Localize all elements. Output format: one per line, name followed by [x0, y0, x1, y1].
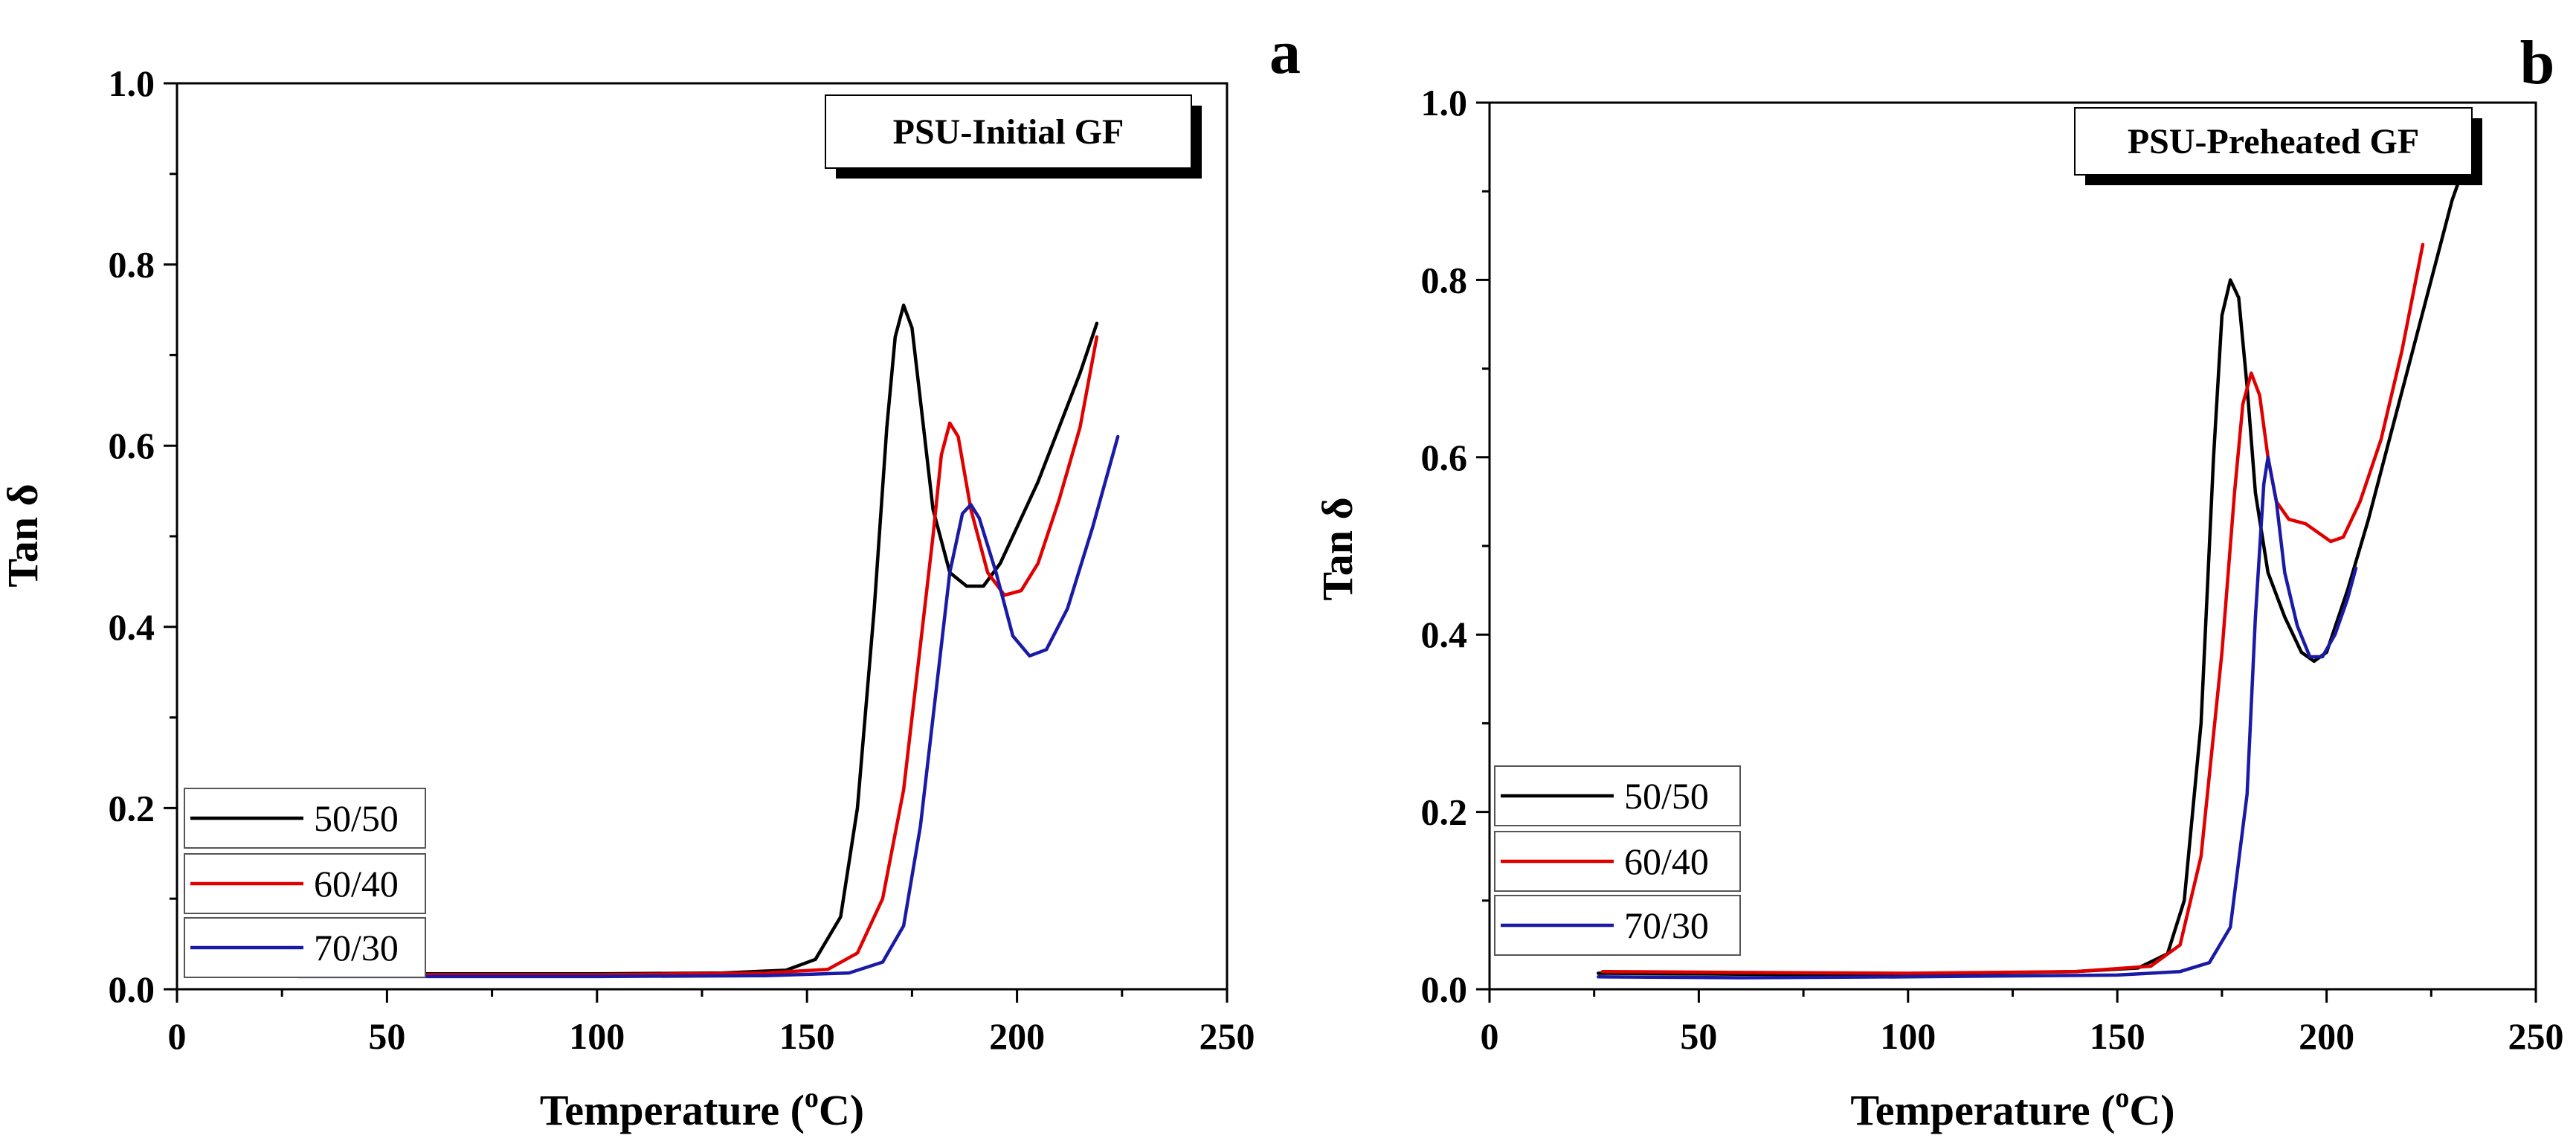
- legend-box: [184, 788, 426, 849]
- y-tick-label: 1.0: [109, 62, 155, 104]
- y-tick-label: 0.2: [1421, 791, 1468, 833]
- series-line-60-40: [1600, 242, 2425, 975]
- x-tick-label: 150: [2090, 1015, 2145, 1057]
- y-tick-label: 0.4: [109, 606, 155, 648]
- legend-label: 50/50: [1624, 775, 1709, 817]
- legend-label: 60/40: [1624, 841, 1709, 882]
- y-tick-label: 0.6: [1421, 437, 1468, 478]
- x-axis-title-sup: o: [2115, 1082, 2129, 1113]
- x-tick-label: 250: [1200, 1015, 1255, 1057]
- legend-label: 70/30: [314, 927, 399, 968]
- x-tick-label: 200: [2299, 1015, 2354, 1057]
- x-axis-title: Temperature (oC): [1850, 1082, 2174, 1134]
- x-tick-label: 100: [569, 1015, 625, 1057]
- y-tick-label: 0.8: [109, 244, 155, 286]
- y-tick-label: 0.4: [1421, 614, 1468, 655]
- title-box: [825, 94, 1192, 169]
- y-tick-label: 0.8: [1421, 259, 1468, 300]
- y-axis-title: Tan δ: [1313, 497, 1362, 600]
- chart-title: PSU-Initial GF: [893, 112, 1124, 152]
- y-tick-label: 0.0: [109, 968, 155, 1010]
- x-tick-label: 200: [989, 1015, 1045, 1057]
- series-line-70-30: [297, 434, 1120, 979]
- legend-label: 50/50: [314, 797, 399, 839]
- x-tick-label: 0: [1481, 1015, 1499, 1057]
- series-line-70-30: [1597, 455, 2358, 980]
- x-tick-label: 250: [2508, 1015, 2564, 1057]
- y-tick-label: 1.0: [1421, 82, 1468, 123]
- panel-a: 0 50 100 150 200 250 0.0 0.2 0.4 0.6 0.8 1.0 PSU-Ini…: [0, 18, 1301, 1134]
- y-axis-title: Tan δ: [0, 483, 47, 587]
- x-tick-label: 100: [1880, 1015, 1936, 1057]
- x-tick-label: 50: [1680, 1015, 1717, 1057]
- x-tick-label: 50: [368, 1015, 405, 1057]
- x-tick-label: 0: [168, 1015, 187, 1057]
- panel-label: a: [1269, 18, 1301, 87]
- y-tick-label: 0.2: [109, 787, 155, 829]
- panel-b: 0 50 100 150 200 250 0.0 0.2 0.4 0.6 0.8 1.0 PSU-Pre…: [1313, 28, 2564, 1134]
- y-tick-label: 0.0: [1421, 968, 1468, 1010]
- chart-title: PSU-Preheated GF: [2128, 122, 2419, 161]
- title-box: [2074, 107, 2473, 176]
- legend-label: 70/30: [1624, 904, 1709, 946]
- x-axis-title-unit: C): [2129, 1086, 2174, 1134]
- x-axis-title: Temperature (oC): [540, 1082, 864, 1134]
- series-line-50-50: [289, 303, 1099, 976]
- panel-label: b: [2520, 28, 2555, 97]
- x-axis-title-unit: C): [819, 1086, 864, 1134]
- x-axis-title-sup: o: [805, 1082, 819, 1113]
- y-tick-label: 0.6: [109, 425, 155, 466]
- x-tick-label: 150: [779, 1015, 835, 1057]
- x-axis-title-main: Temperature (: [1850, 1086, 2115, 1134]
- legend-label: 60/40: [314, 863, 399, 904]
- series-line-60-40: [292, 335, 1099, 977]
- x-axis-title-main: Temperature (: [540, 1086, 805, 1134]
